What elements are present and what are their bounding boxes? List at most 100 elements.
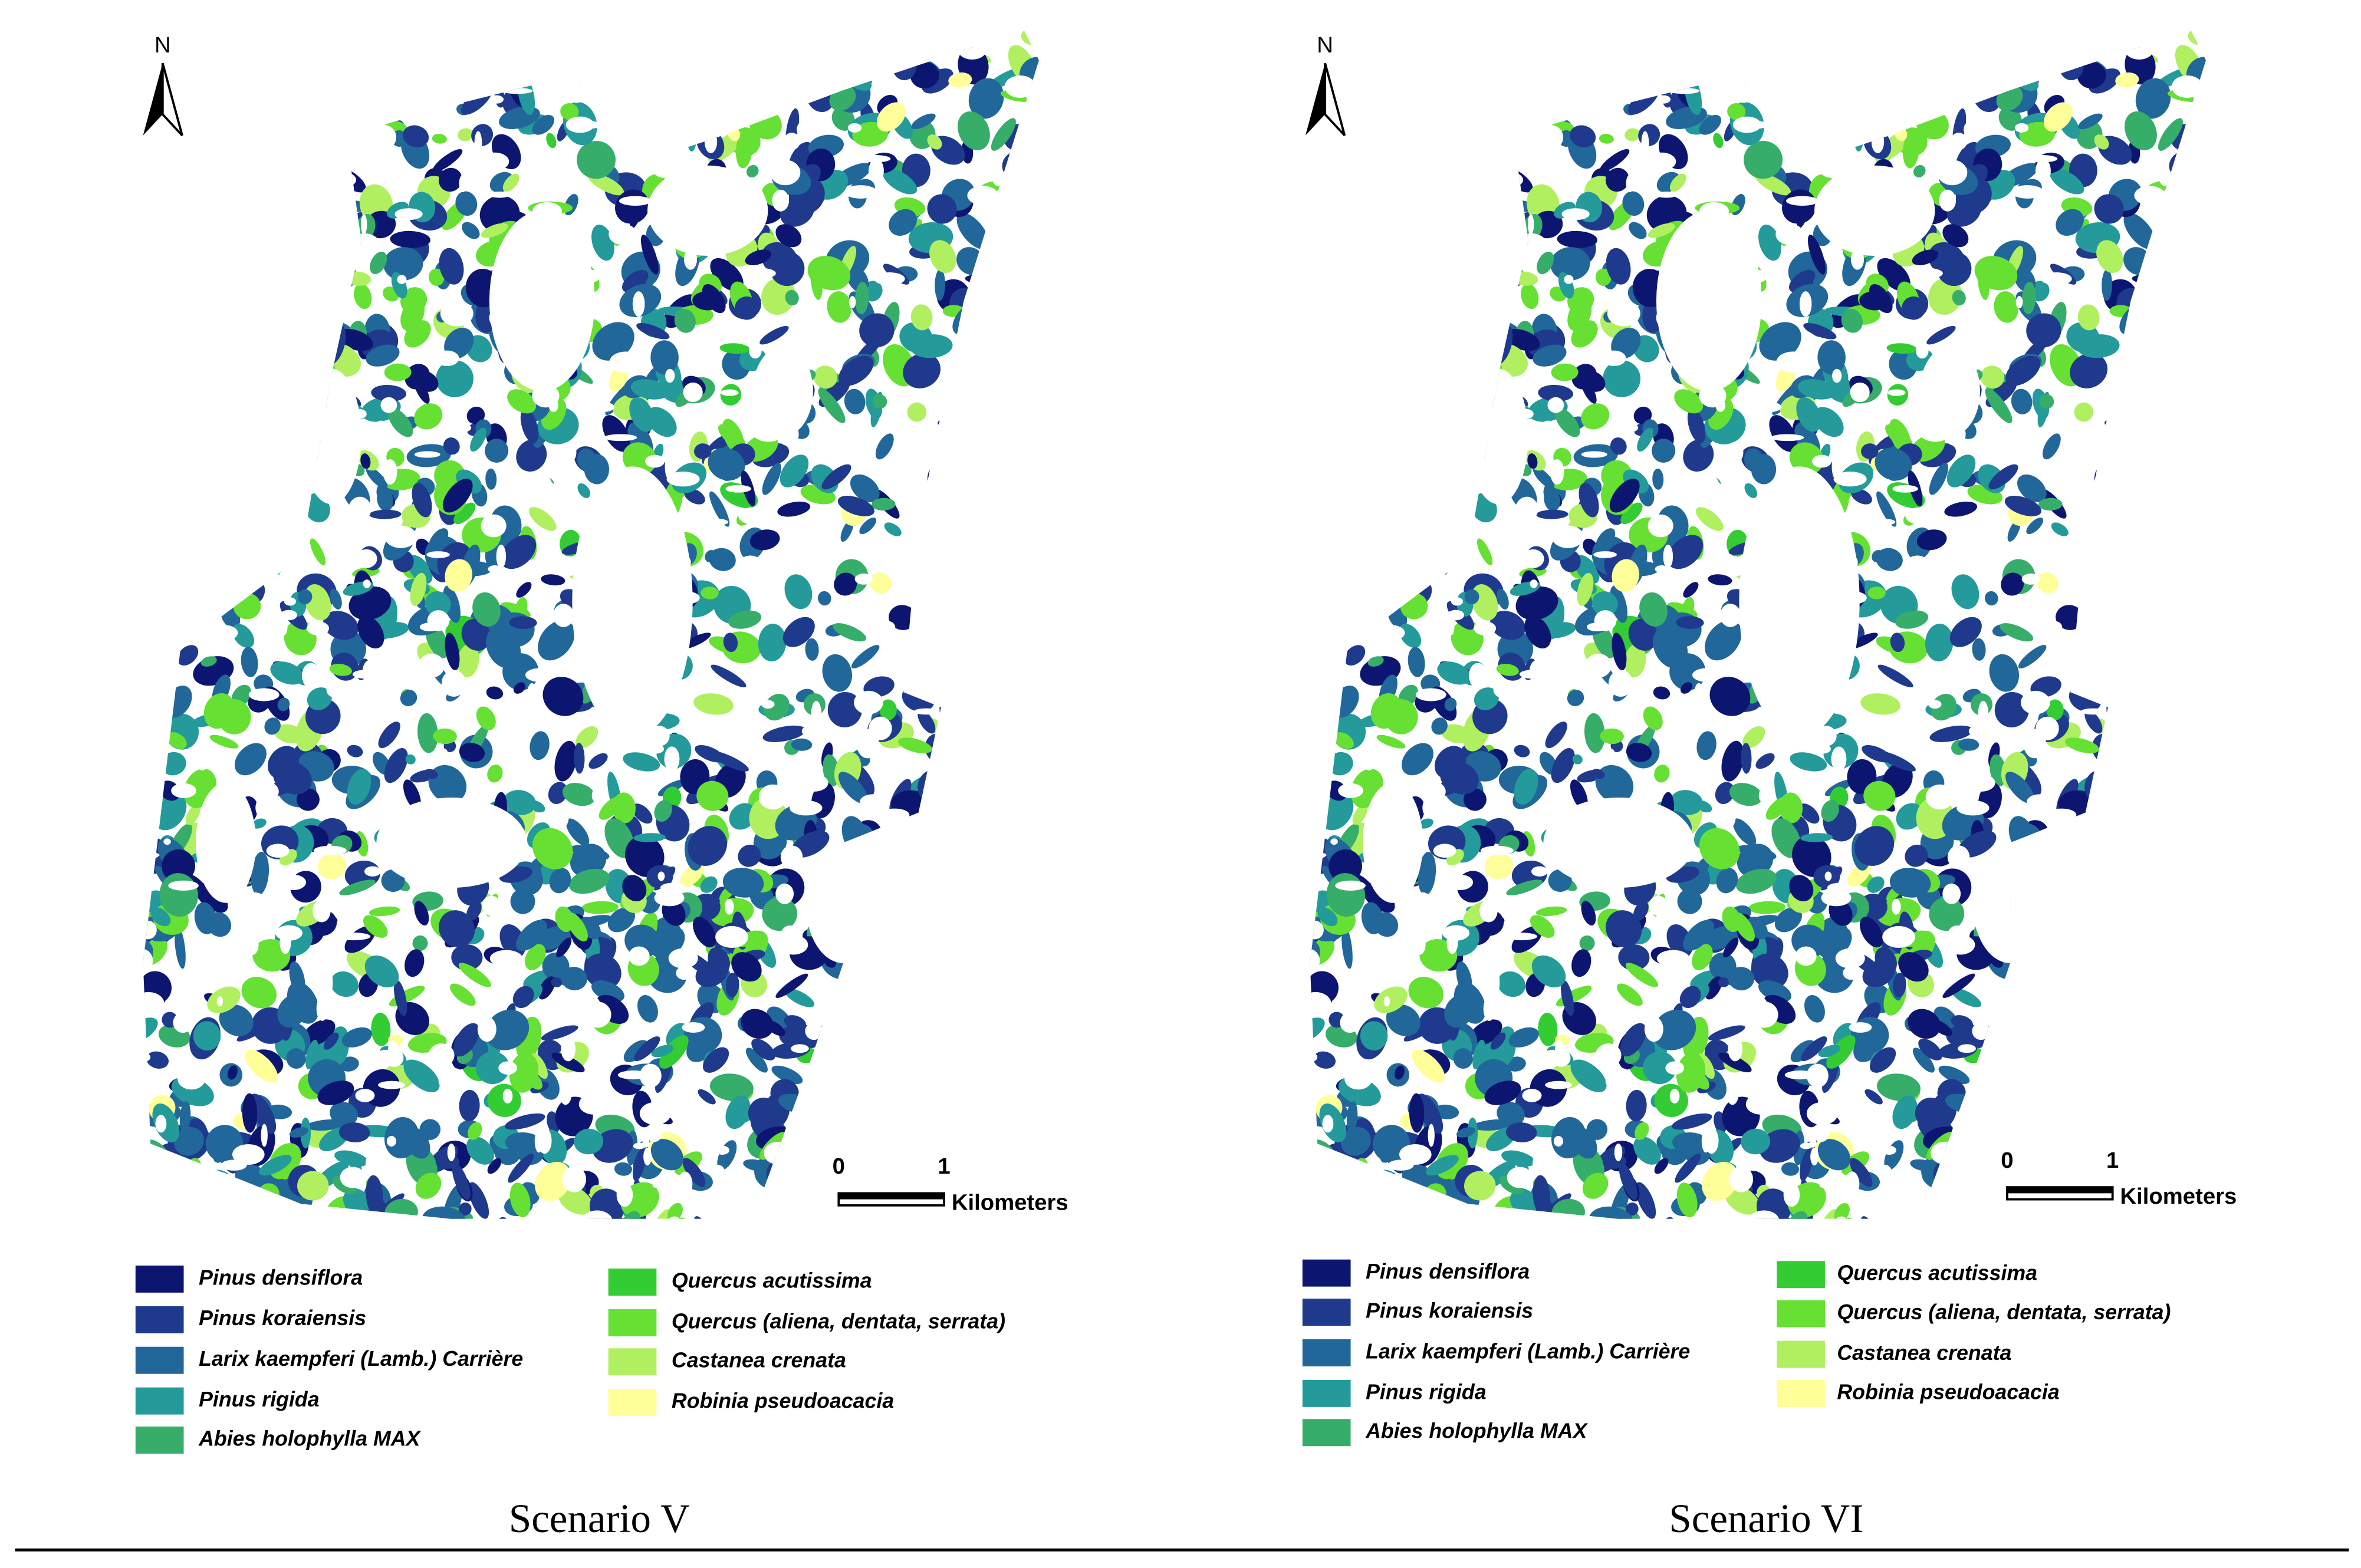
legend-label: Abies holophylla MAX — [198, 1427, 421, 1450]
legend-swatch — [135, 1265, 184, 1293]
forest-patch — [630, 379, 669, 400]
forest-patch — [756, 39, 795, 77]
forest-patch — [966, 403, 979, 420]
gap — [964, 837, 991, 861]
gap — [1492, 969, 1500, 996]
forest-patch — [1556, 47, 1599, 75]
forest-patch — [1011, 964, 1031, 979]
forest-patch — [1923, 39, 1962, 77]
gap — [1324, 1206, 1354, 1219]
forest-patch — [1381, 52, 1397, 71]
forest-patch — [913, 1216, 928, 1219]
gap — [2046, 819, 2061, 826]
forest-patch — [674, 308, 696, 333]
forest-patch — [591, 30, 603, 39]
forest-patch — [532, 828, 573, 869]
forest-patch — [1012, 548, 1034, 562]
forest-patch — [1489, 200, 1500, 231]
gap — [1607, 421, 1639, 434]
gap — [1002, 931, 1017, 942]
forest-patch — [143, 746, 145, 762]
forest-patch — [1373, 308, 1390, 327]
forest-patch — [275, 433, 310, 469]
forest-patch — [623, 119, 654, 153]
forest-patch — [177, 645, 199, 666]
forest-patch — [1867, 876, 1885, 893]
forest-patch — [486, 686, 504, 700]
forest-patch — [363, 97, 385, 121]
forest-patch — [267, 345, 291, 378]
forest-patch — [1330, 1212, 1356, 1219]
forest-patch — [151, 169, 180, 195]
forest-patch — [2024, 1059, 2036, 1071]
forest-patch — [1399, 624, 1422, 648]
legend-label: Quercus (aliena, dentata, serrata) — [1837, 1300, 2171, 1324]
forest-patch — [953, 574, 964, 592]
gap — [805, 842, 881, 963]
forest-patch — [444, 327, 474, 359]
forest-patch — [457, 644, 479, 678]
forest-patch — [343, 68, 356, 79]
forest-patch — [2173, 262, 2206, 289]
forest-patch — [453, 1023, 479, 1057]
forest-patch — [2141, 492, 2173, 523]
forest-patch — [177, 1208, 200, 1219]
gap — [2026, 155, 2058, 163]
forest-patch — [458, 963, 492, 987]
forest-patch — [225, 147, 260, 172]
gap — [1422, 799, 1432, 816]
gap — [975, 545, 1008, 569]
gap — [1685, 58, 1702, 77]
gap — [1531, 866, 1548, 877]
forest-patch — [2028, 1092, 2058, 1111]
forest-patch — [1310, 456, 1341, 472]
gap — [2018, 1115, 2036, 1134]
gap — [614, 1028, 629, 1043]
forest-patch — [1315, 655, 1345, 683]
forest-patch — [800, 30, 829, 57]
forest-patch — [551, 977, 563, 987]
forest-patch — [2029, 1026, 2067, 1047]
legend-swatch — [1777, 1379, 1825, 1407]
forest-patch — [2197, 257, 2206, 285]
forest-patch — [1313, 1051, 1336, 1069]
gap — [715, 1145, 729, 1155]
forest-patch — [453, 30, 470, 47]
forest-patch — [998, 804, 1030, 833]
forest-patch — [466, 901, 482, 921]
forest-patch — [735, 130, 753, 169]
forest-patch — [1031, 908, 1039, 938]
gap — [767, 513, 780, 528]
forest-patch — [949, 846, 987, 868]
gap — [872, 549, 891, 562]
forest-patch — [731, 68, 747, 91]
forest-patch — [854, 937, 871, 973]
forest-patch — [470, 427, 486, 452]
forest-patch — [1610, 437, 1627, 455]
gap — [1572, 97, 1596, 103]
forest-patch — [2123, 826, 2135, 854]
gap — [770, 160, 801, 186]
gap — [557, 804, 569, 828]
forest-patch — [915, 852, 942, 879]
forest-patch — [1018, 928, 1039, 967]
forest-patch — [617, 1211, 641, 1219]
forest-patch — [700, 876, 718, 893]
forest-patch — [651, 1045, 674, 1058]
gap — [1877, 1164, 1892, 1178]
forest-patch — [1408, 977, 1444, 1009]
forest-patch — [1725, 1185, 1760, 1215]
gap — [1850, 382, 1870, 403]
forest-patch — [1420, 317, 1435, 331]
forest-patch — [1386, 1004, 1420, 1036]
legend-swatch — [1777, 1300, 1825, 1327]
forest-patch — [2030, 32, 2062, 65]
forest-patch — [1983, 30, 2015, 45]
forest-patch — [1994, 1007, 2006, 1023]
forest-patch — [623, 752, 660, 772]
forest-patch — [701, 42, 735, 85]
legend-swatch — [1302, 1259, 1351, 1287]
gap — [1564, 275, 1574, 284]
forest-patch — [1980, 365, 2005, 389]
forest-patch — [1426, 177, 1457, 207]
